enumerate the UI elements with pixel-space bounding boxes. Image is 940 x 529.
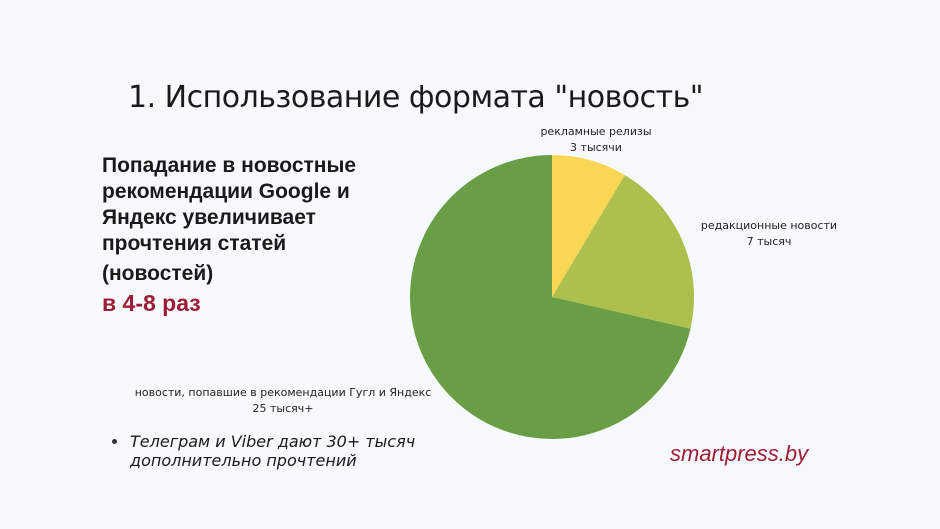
slice-label: редакционные новости <box>701 219 837 232</box>
slide-title: 1. Использование формата "новость" <box>128 80 704 115</box>
accent-text: в 4-8 раз <box>102 290 201 316</box>
lead-line: рекомендации Google и <box>102 180 350 203</box>
slice-value-label: 3 тысячи <box>570 141 622 154</box>
bullet-line: Телеграм и Viber дают 30+ тысяч <box>130 432 416 451</box>
lead-line: Яндекс увеличивает <box>102 206 316 229</box>
pie-slice <box>552 175 694 329</box>
brand-logo-text: smartpress.by <box>670 441 809 466</box>
bullet-item: Телеграм и Viber дают 30+ тысяч дополнит… <box>112 432 415 470</box>
slice-value-label: 25 тысяч+ <box>253 402 314 415</box>
pie-slice <box>552 155 625 297</box>
bullet-line: дополнительно прочтений <box>130 451 357 470</box>
slice-label: рекламные релизы <box>540 125 651 138</box>
bullet-dot-icon <box>112 439 117 444</box>
pie-slice <box>409 155 691 439</box>
slice-label: новости, попавшие в рекомендации Гугл и … <box>135 386 432 399</box>
lead-line: прочтения статей <box>102 232 287 255</box>
lead-text: Попадание в новостные рекомендации Googl… <box>102 153 402 287</box>
slice-value-label: 7 тысяч <box>747 235 792 248</box>
lead-line: (новостей) <box>102 262 214 285</box>
lead-line: Попадание в новостные <box>102 154 357 177</box>
